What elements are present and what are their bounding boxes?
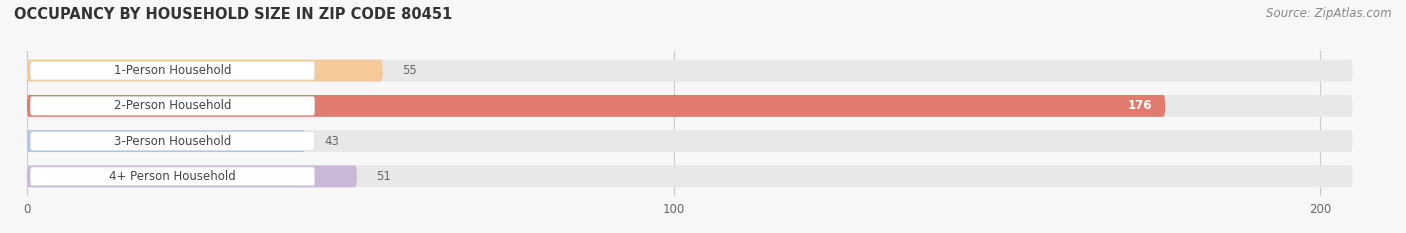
Text: 3-Person Household: 3-Person Household [114,135,231,148]
Text: 4+ Person Household: 4+ Person Household [110,170,236,183]
FancyBboxPatch shape [30,132,315,150]
FancyBboxPatch shape [27,165,1353,187]
FancyBboxPatch shape [30,61,315,80]
FancyBboxPatch shape [27,95,1353,117]
FancyBboxPatch shape [30,167,315,186]
Text: Source: ZipAtlas.com: Source: ZipAtlas.com [1267,7,1392,20]
Text: OCCUPANCY BY HOUSEHOLD SIZE IN ZIP CODE 80451: OCCUPANCY BY HOUSEHOLD SIZE IN ZIP CODE … [14,7,453,22]
Text: 43: 43 [325,135,339,148]
Text: 176: 176 [1128,99,1152,112]
FancyBboxPatch shape [27,60,1353,82]
FancyBboxPatch shape [27,130,1353,152]
Text: 1-Person Household: 1-Person Household [114,64,231,77]
Text: 51: 51 [377,170,391,183]
FancyBboxPatch shape [27,95,1166,117]
Text: 55: 55 [402,64,416,77]
FancyBboxPatch shape [27,165,357,187]
FancyBboxPatch shape [27,130,305,152]
Text: 2-Person Household: 2-Person Household [114,99,231,112]
FancyBboxPatch shape [30,97,315,115]
FancyBboxPatch shape [27,60,382,82]
